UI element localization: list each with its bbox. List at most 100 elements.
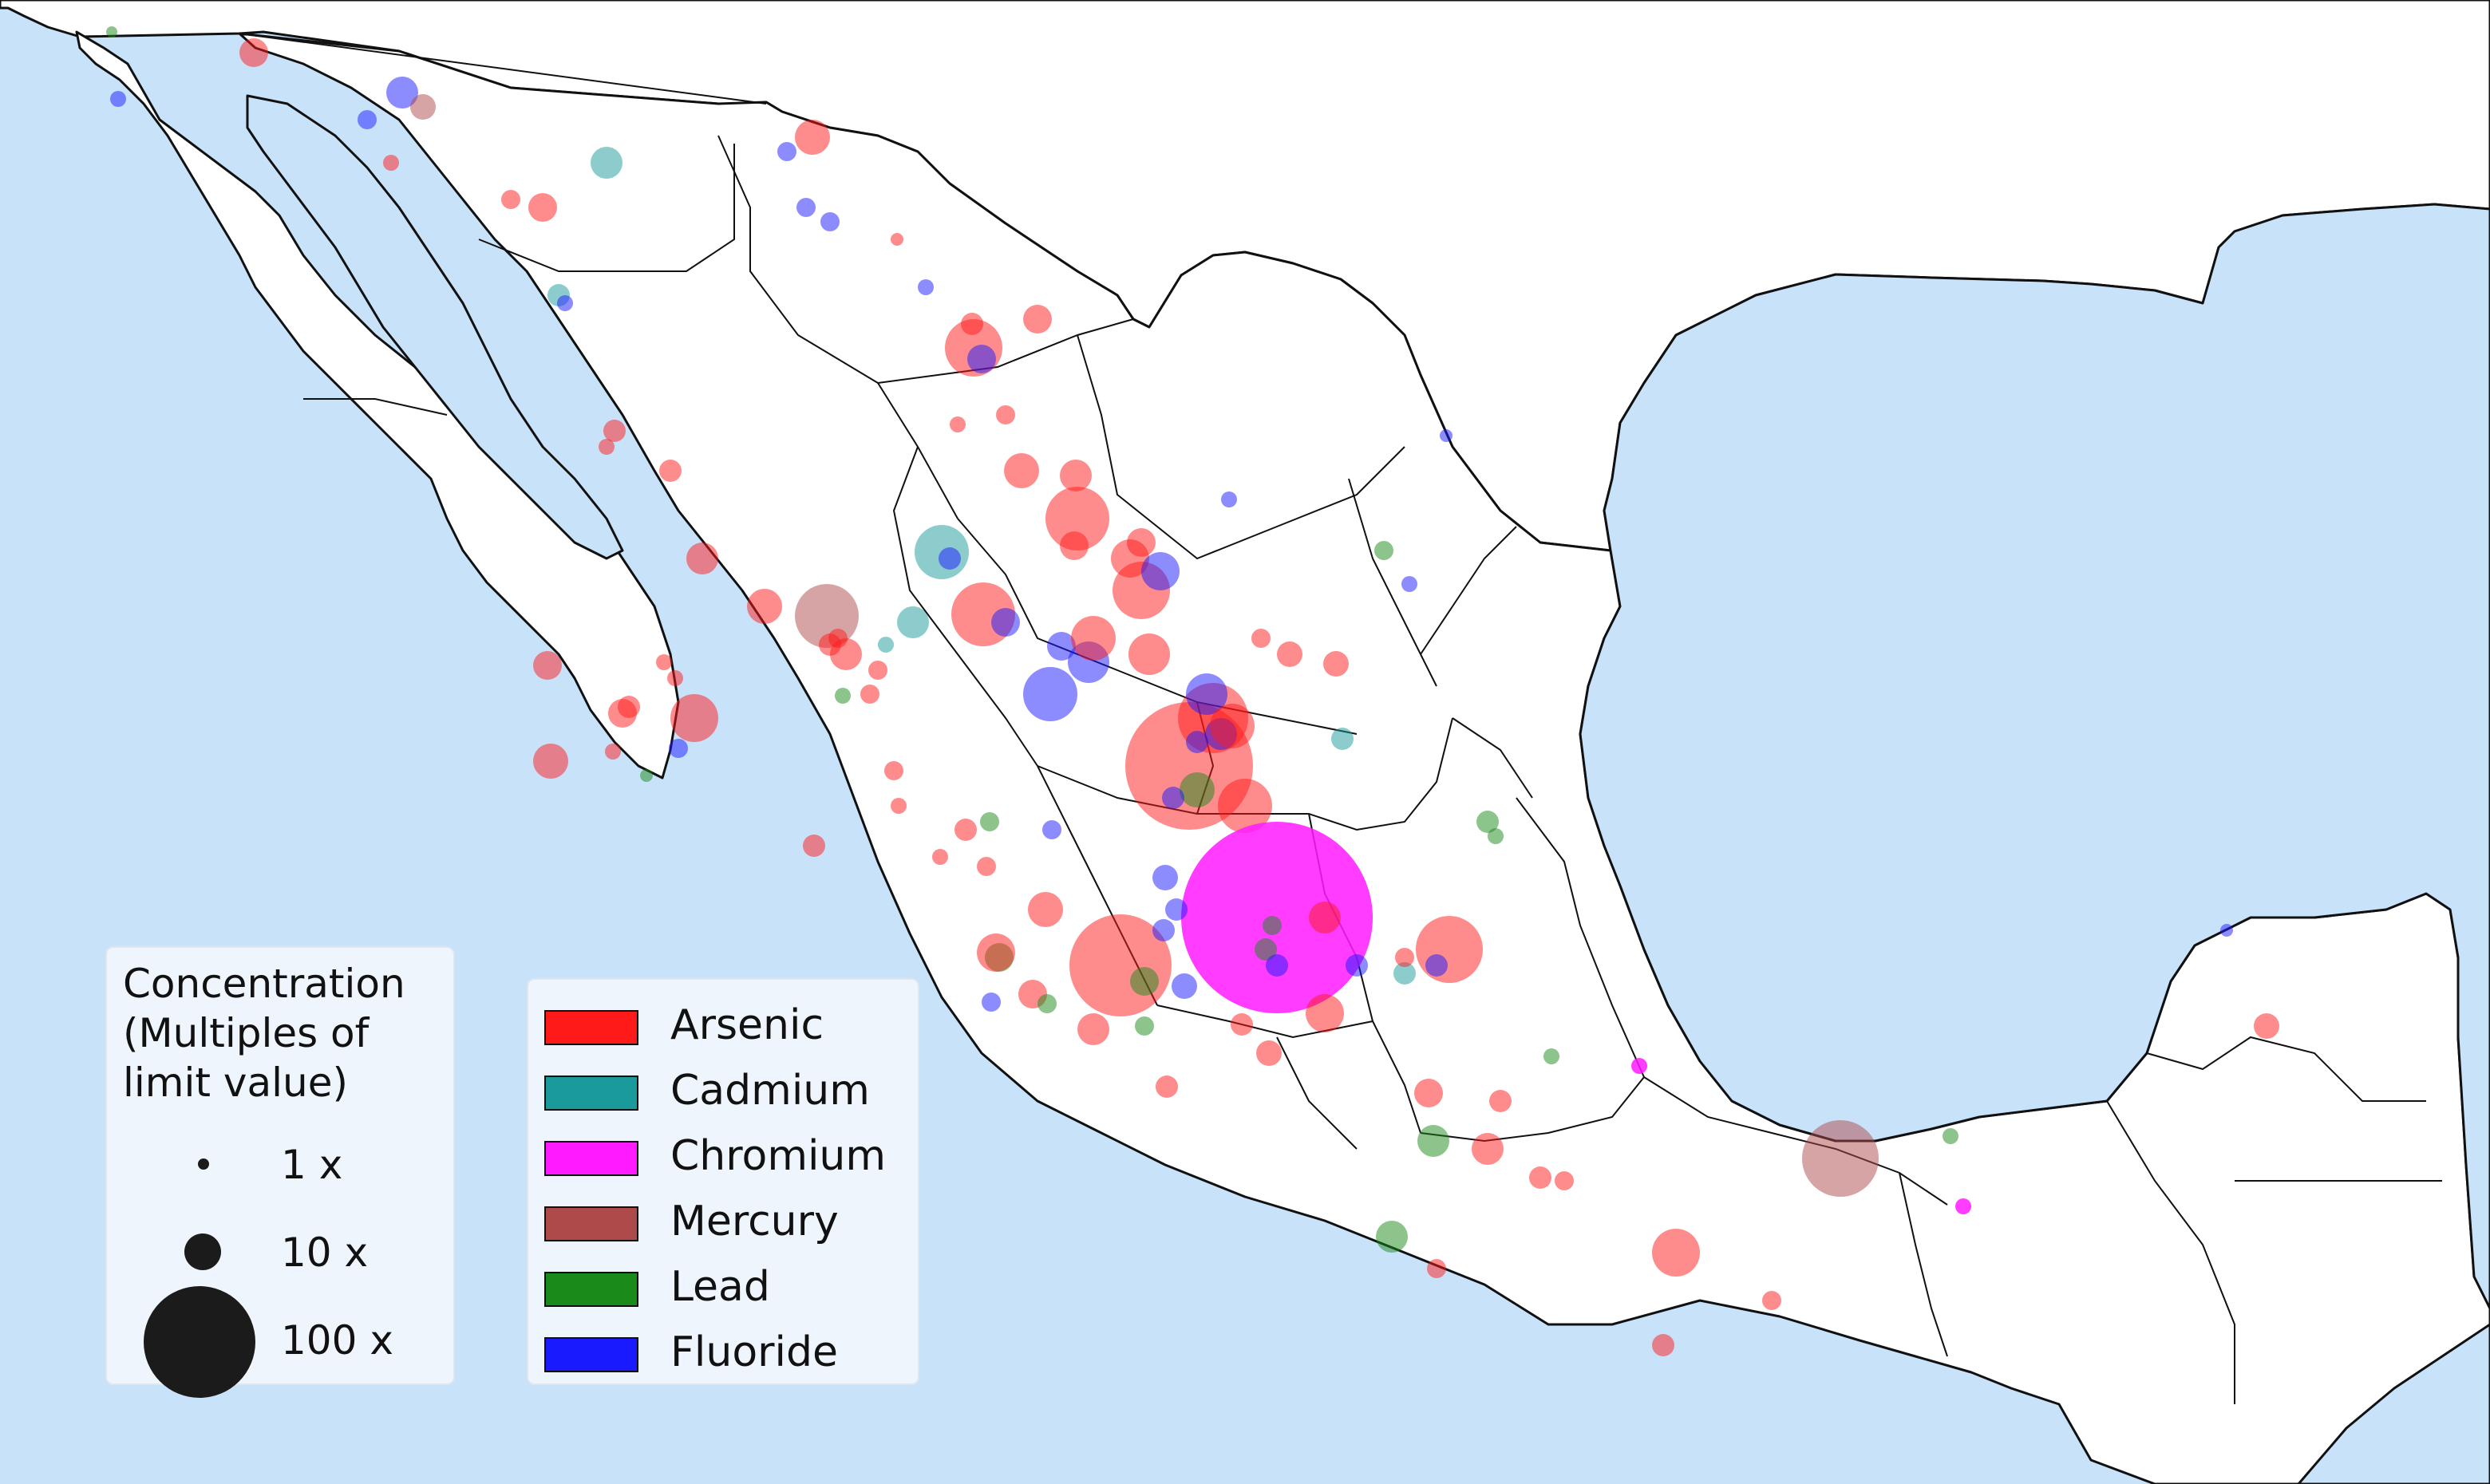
arsenic-point	[608, 699, 637, 728]
fluoride-point	[1346, 954, 1368, 977]
arsenic-point	[747, 589, 782, 624]
arsenic-point	[868, 661, 887, 680]
fluoride-point	[1440, 429, 1452, 442]
lead-point	[835, 688, 851, 704]
lead-point	[1038, 994, 1057, 1013]
arsenic-point	[977, 857, 996, 876]
cadmium-point	[1331, 728, 1354, 750]
concentration-points	[106, 26, 2279, 1356]
lead-point	[1135, 1016, 1154, 1036]
size-legend-row-1x: 1 x	[107, 1131, 453, 1195]
arsenic-point	[1060, 460, 1092, 491]
arsenic-point	[2254, 1013, 2279, 1039]
arsenic-point	[1395, 948, 1414, 967]
fluoride-point	[991, 608, 1020, 637]
legend-swatch-chromium	[544, 1141, 638, 1176]
arsenic-point	[659, 460, 682, 482]
lead-point	[1417, 1125, 1449, 1157]
size-label-100x: 100 x	[281, 1317, 393, 1364]
gulf-of-california	[246, 94, 624, 560]
fluoride-point	[1165, 898, 1188, 921]
fluoride-point	[777, 142, 796, 161]
size-legend-row-100x: 100 x	[107, 1286, 453, 1398]
legend-item-arsenic: Arsenic	[544, 996, 911, 1060]
legend-label-mercury: Mercury	[670, 1198, 839, 1245]
fluoride-point	[386, 77, 418, 109]
mercury-point	[410, 94, 436, 120]
arsenic-point	[1472, 1133, 1504, 1165]
fluoride-point	[1152, 919, 1175, 941]
arsenic-point	[803, 835, 825, 857]
legend-label-lead: Lead	[670, 1263, 770, 1311]
arsenic-point	[1427, 1259, 1446, 1278]
arsenic-point	[1060, 531, 1089, 560]
arsenic-point	[1128, 633, 1170, 675]
arsenic-point	[932, 849, 948, 865]
fluoride-point	[1425, 954, 1448, 977]
arsenic-point	[670, 694, 718, 742]
arsenic-point	[950, 416, 966, 432]
arsenic-point	[656, 654, 672, 670]
size-marker-100x	[144, 1286, 255, 1398]
fluoride-point	[2220, 924, 2233, 937]
arsenic-point	[1323, 651, 1349, 677]
arsenic-point	[383, 155, 399, 171]
fluoride-point	[1186, 673, 1227, 715]
fluoride-point	[1141, 552, 1180, 590]
fluoride-point	[1162, 787, 1184, 809]
size-legend-title: Concentration (Multiples of limit value)	[123, 961, 405, 1106]
legend-swatch-arsenic	[544, 1010, 638, 1045]
lead-point	[1488, 828, 1504, 844]
arsenic-point	[795, 120, 830, 155]
chromium-point	[1955, 1198, 1971, 1214]
arsenic-point	[533, 744, 568, 779]
arsenic-point	[1077, 1013, 1109, 1045]
fluoride-point	[820, 212, 840, 231]
fluoride-point	[358, 110, 377, 129]
fluoride-point	[796, 198, 816, 217]
legend-item-chromium: Chromium	[544, 1127, 911, 1190]
arsenic-point	[599, 439, 615, 455]
lead-point	[106, 26, 117, 37]
baja-peninsula	[75, 30, 680, 779]
lead-point	[980, 812, 999, 831]
arsenic-point	[1309, 902, 1341, 933]
arsenic-point	[533, 651, 562, 680]
chromium-point	[1631, 1058, 1647, 1074]
arsenic-point	[1045, 487, 1109, 551]
legend-label-fluoride: Fluoride	[670, 1328, 838, 1376]
legend-label-arsenic: Arsenic	[670, 1001, 824, 1049]
arsenic-point	[667, 670, 683, 686]
fluoride-point	[1186, 731, 1208, 753]
fluoride-point	[1172, 973, 1197, 999]
lead-point	[1376, 1221, 1408, 1253]
size-legend-row-10x: 10 x	[107, 1218, 453, 1281]
arsenic-point	[1489, 1090, 1512, 1112]
cadmium-point	[1393, 962, 1416, 985]
arsenic-point	[996, 405, 1015, 424]
legend-label-chromium: Chromium	[670, 1132, 887, 1180]
arsenic-point	[884, 761, 903, 780]
fluoride-point	[1221, 491, 1237, 507]
arsenic-point	[891, 798, 907, 814]
lead-point	[1476, 811, 1499, 833]
arsenic-point	[1023, 305, 1052, 334]
lead-point	[1255, 938, 1277, 961]
fluoride-point	[1023, 667, 1077, 721]
arsenic-point	[1251, 629, 1271, 648]
size-legend: Concentration (Multiples of limit value)…	[105, 946, 455, 1398]
arsenic-point	[891, 233, 903, 246]
arsenic-point	[1210, 704, 1255, 748]
arsenic-point	[1218, 779, 1272, 833]
arsenic-point	[1071, 616, 1116, 661]
arsenic-point	[1652, 1229, 1700, 1277]
fluoride-point	[1152, 865, 1178, 890]
cadmium-point	[591, 147, 622, 179]
arsenic-point	[1416, 916, 1483, 983]
arsenic-point	[977, 933, 1015, 972]
fluoride-point	[669, 739, 688, 758]
legend-item-fluoride: Fluoride	[544, 1323, 911, 1387]
state-borders	[239, 33, 2442, 1404]
water-bodies	[246, 94, 2490, 1484]
